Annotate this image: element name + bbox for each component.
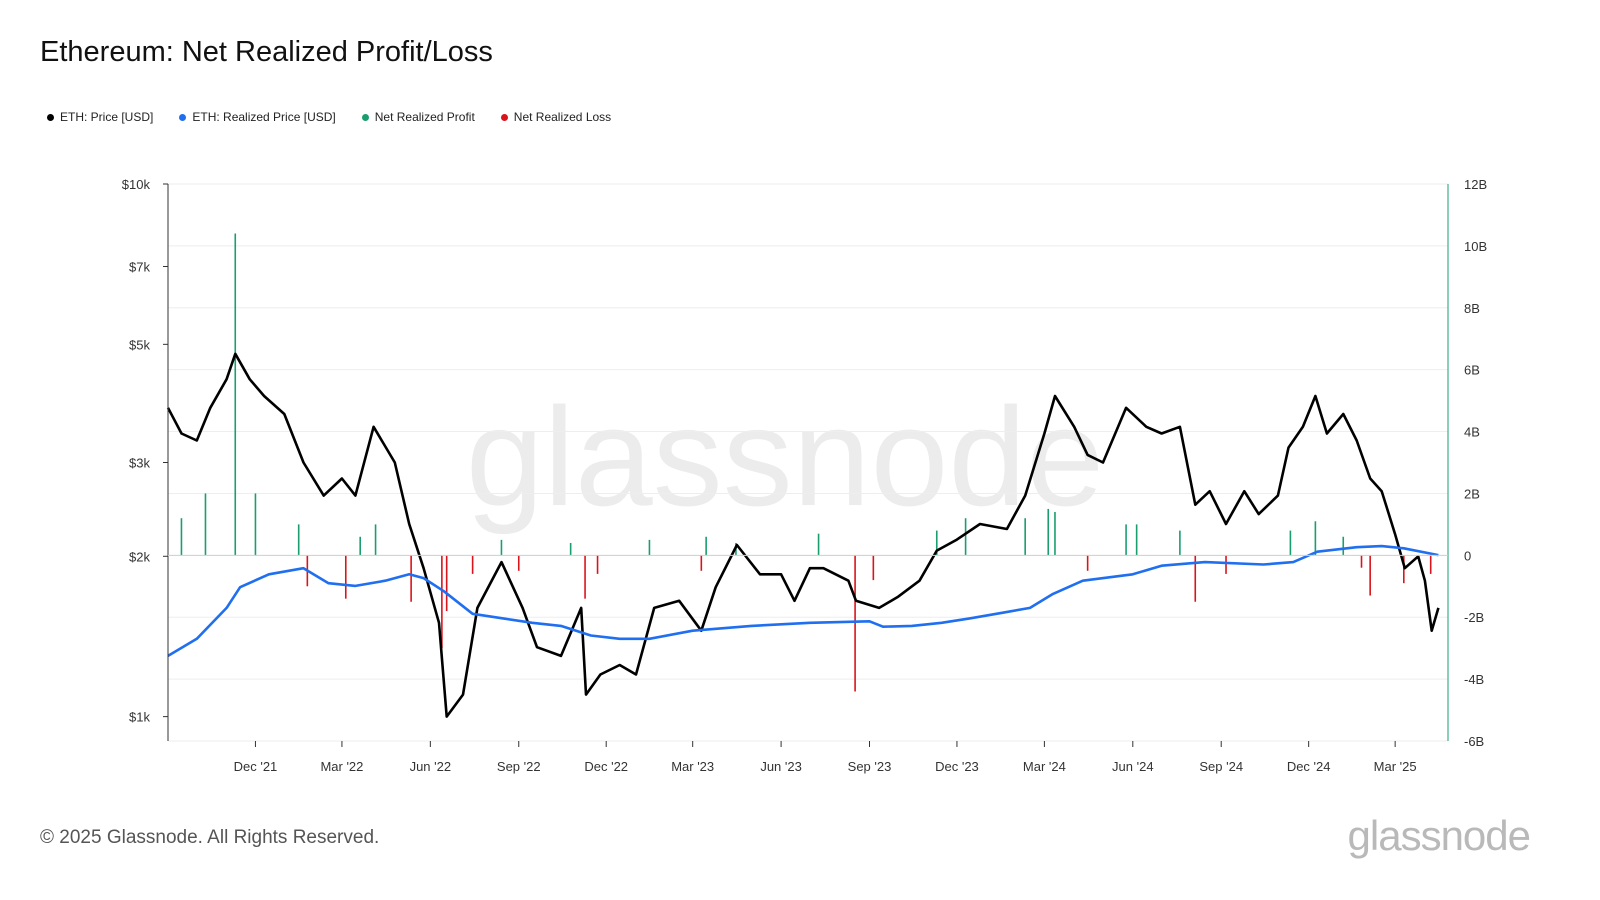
y-left-tick-label: $10k [122, 177, 151, 192]
x-tick-label: Dec '24 [1287, 759, 1331, 774]
legend-label-profit: Net Realized Profit [374, 110, 475, 124]
y-right-tick-label: 6B [1464, 363, 1480, 378]
x-tick-label: Mar '22 [320, 759, 363, 774]
legend-dot-realized-price [179, 113, 187, 121]
lines [166, 352, 1440, 718]
x-tick-label: Sep '24 [1199, 759, 1243, 774]
bars [180, 233, 1432, 692]
legend-dot-profit [361, 113, 369, 121]
x-tick-label: Mar '24 [1023, 759, 1066, 774]
y-right-tick-label: 2B [1464, 486, 1480, 501]
x-tick-label: Dec '23 [935, 759, 979, 774]
legend-item-profit[interactable]: Net Realized Profit [361, 110, 475, 124]
legend-dot-loss [500, 113, 508, 121]
legend-item-realized-price[interactable]: ETH: Realized Price [USD] [179, 110, 336, 124]
x-tick-label: Dec '22 [584, 759, 628, 774]
y-right-tick-label: 10B [1464, 239, 1487, 254]
y-left-tick-label: $3k [129, 456, 150, 471]
legend-label-realized-price: ETH: Realized Price [USD] [192, 110, 336, 124]
chart-title: Ethereum: Net Realized Profit/Loss [40, 36, 493, 68]
realized-price-line [167, 544, 1439, 658]
x-tick-label: Jun '24 [1112, 759, 1154, 774]
y-right-tick-label: 8B [1464, 301, 1480, 316]
legend-label-loss: Net Realized Loss [513, 110, 612, 124]
copyright: © 2025 Glassnode. All Rights Reserved. [40, 827, 380, 848]
legend-item-price[interactable]: ETH: Price [USD] [47, 110, 153, 124]
x-tick-label: Jun '23 [760, 759, 802, 774]
x-tick-label: Mar '25 [1374, 759, 1417, 774]
x-tick-label: Mar '23 [671, 759, 714, 774]
y-left-tick-label: $1k [129, 710, 150, 725]
price-line [166, 352, 1440, 718]
x-tick-label: Sep '23 [848, 759, 892, 774]
y-right-tick-label: -6B [1464, 734, 1484, 749]
x-tick-label: Dec '21 [234, 759, 278, 774]
x-tick-label: Jun '22 [410, 759, 452, 774]
y-right-tick-label: -2B [1464, 610, 1484, 625]
x-tick-label: Sep '22 [497, 759, 541, 774]
y-right-tick-label: 0 [1464, 548, 1471, 563]
watermark: glassnode [466, 378, 1104, 535]
y-left-tick-label: $5k [129, 337, 150, 352]
y-right-tick-label: -4B [1464, 672, 1484, 687]
y-left-tick-label: $7k [129, 260, 150, 275]
legend-dot-price [47, 113, 54, 121]
legend-item-loss[interactable]: Net Realized Loss [500, 110, 612, 124]
y-right-tick-label: 4B [1464, 425, 1480, 440]
legend: ETH: Price [USD] ETH: Realized Price [US… [47, 110, 611, 124]
y-left-tick-label: $2k [129, 549, 150, 564]
y-right-tick-label: 12B [1464, 177, 1487, 192]
axes: 12B 10B 8B 6B 4B 2B 0 -2B -4B -6B $10k $7k $5k $3k $2k… [122, 177, 1487, 774]
legend-label-price: ETH: Price [USD] [60, 110, 154, 124]
brand-logo: glassnode [1347, 812, 1531, 859]
